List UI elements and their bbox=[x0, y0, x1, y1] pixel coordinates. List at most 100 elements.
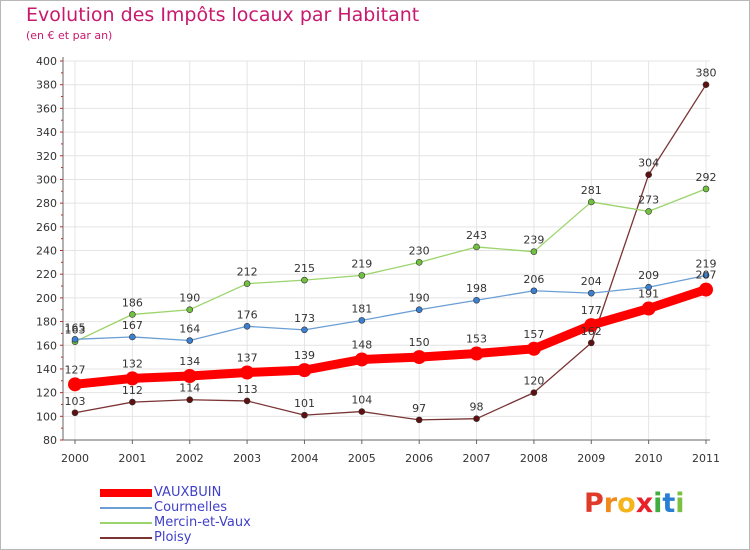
data-point-courmelles bbox=[243, 322, 251, 330]
data-label-vauxbuin: 191 bbox=[638, 288, 659, 301]
x-tick-label: 2005 bbox=[348, 452, 376, 465]
data-label-vauxbuin: 132 bbox=[122, 357, 143, 370]
data-point-mercin-et-vaux bbox=[702, 185, 710, 193]
data-label-mercin-et-vaux: 239 bbox=[523, 234, 544, 247]
data-point-courmelles bbox=[71, 336, 79, 343]
data-point-ploisy bbox=[587, 339, 595, 347]
x-tick-label: 2004 bbox=[290, 452, 318, 465]
data-label-courmelles: 204 bbox=[581, 275, 602, 288]
data-label-mercin-et-vaux: 219 bbox=[351, 257, 372, 270]
y-tick-label: 160 bbox=[36, 339, 57, 352]
x-tick-label: 2001 bbox=[118, 452, 146, 465]
y-tick-label: 200 bbox=[36, 292, 57, 305]
data-point-mercin-et-vaux bbox=[645, 208, 652, 215]
data-label-ploisy: 113 bbox=[237, 383, 258, 396]
data-point-mercin-et-vaux bbox=[415, 259, 423, 266]
data-point-ploisy bbox=[473, 415, 480, 422]
data-label-vauxbuin: 139 bbox=[294, 349, 315, 362]
data-point-ploisy bbox=[301, 411, 308, 419]
data-point-mercin-et-vaux bbox=[186, 306, 194, 314]
data-point-vauxbuin bbox=[412, 350, 427, 365]
data-point-vauxbuin bbox=[240, 365, 255, 380]
data-point-mercin-et-vaux bbox=[473, 243, 480, 251]
data-label-courmelles: 176 bbox=[237, 308, 258, 321]
data-point-ploisy bbox=[129, 398, 136, 406]
data-point-vauxbuin bbox=[584, 318, 599, 333]
data-point-courmelles bbox=[587, 289, 595, 297]
data-point-vauxbuin bbox=[469, 346, 484, 361]
data-label-mercin-et-vaux: 163 bbox=[65, 324, 86, 337]
data-point-courmelles bbox=[129, 333, 136, 341]
data-label-vauxbuin: 134 bbox=[179, 355, 200, 368]
data-label-mercin-et-vaux: 281 bbox=[581, 184, 602, 197]
legend-swatch bbox=[100, 507, 152, 509]
logo-letter: x bbox=[635, 488, 654, 519]
data-label-ploisy: 103 bbox=[65, 395, 86, 408]
proxiti-logo: Proxiti bbox=[584, 488, 685, 519]
logo-letter: i bbox=[653, 488, 663, 519]
data-label-vauxbuin: 157 bbox=[523, 328, 544, 341]
data-point-courmelles bbox=[415, 306, 423, 314]
x-tick-label: 2009 bbox=[577, 452, 605, 465]
data-point-courmelles bbox=[358, 317, 366, 324]
y-tick-label: 360 bbox=[36, 102, 57, 115]
y-tick-label: 340 bbox=[36, 126, 57, 139]
data-label-courmelles: 190 bbox=[409, 292, 430, 305]
data-point-ploisy bbox=[645, 171, 652, 178]
x-tick-label: 2010 bbox=[635, 452, 663, 465]
logo-letter: i bbox=[675, 488, 685, 519]
y-tick-label: 320 bbox=[36, 150, 57, 163]
y-tick-label: 380 bbox=[36, 79, 57, 92]
data-point-vauxbuin bbox=[68, 377, 82, 392]
x-tick-label: 2008 bbox=[520, 452, 548, 465]
data-label-mercin-et-vaux: 190 bbox=[179, 292, 200, 305]
y-tick-label: 100 bbox=[36, 410, 57, 423]
y-tick-label: 180 bbox=[36, 316, 57, 329]
data-point-vauxbuin bbox=[182, 369, 197, 384]
data-point-vauxbuin bbox=[354, 352, 369, 367]
legend-label: Courmelles bbox=[154, 500, 228, 515]
data-point-ploisy bbox=[358, 408, 366, 415]
series-line-ploisy bbox=[74, 84, 707, 421]
x-tick-label: 2007 bbox=[463, 452, 491, 465]
data-point-ploisy bbox=[71, 409, 79, 417]
data-label-ploisy: 98 bbox=[470, 401, 484, 414]
data-label-vauxbuin: 150 bbox=[409, 336, 430, 349]
data-point-mercin-et-vaux bbox=[243, 280, 251, 287]
data-point-ploisy bbox=[530, 389, 538, 396]
legend-label: VAUXBUIN bbox=[154, 485, 222, 500]
data-label-courmelles: 181 bbox=[351, 302, 372, 315]
data-label-ploisy: 97 bbox=[412, 402, 426, 415]
data-label-ploisy: 114 bbox=[179, 382, 200, 395]
data-label-ploisy: 380 bbox=[696, 67, 717, 80]
x-tick-label: 2003 bbox=[233, 452, 261, 465]
legend-label: Mercin-et-Vaux bbox=[154, 515, 251, 530]
x-tick-label: 2000 bbox=[61, 452, 89, 465]
data-label-mercin-et-vaux: 230 bbox=[409, 244, 430, 257]
data-label-courmelles: 165 bbox=[65, 321, 86, 334]
data-label-vauxbuin: 153 bbox=[466, 333, 487, 346]
y-tick-label: 140 bbox=[36, 363, 57, 376]
data-label-mercin-et-vaux: 292 bbox=[696, 171, 717, 184]
data-point-ploisy bbox=[702, 81, 710, 88]
data-label-courmelles: 198 bbox=[466, 282, 487, 295]
logo-letter: r bbox=[603, 488, 618, 519]
logo-letter: P bbox=[584, 488, 604, 519]
y-tick-label: 120 bbox=[36, 387, 57, 400]
x-tick-label: 2011 bbox=[692, 452, 720, 465]
data-label-ploisy: 104 bbox=[351, 394, 372, 407]
data-point-courmelles bbox=[186, 337, 194, 344]
data-point-vauxbuin bbox=[125, 371, 140, 386]
data-label-ploisy: 162 bbox=[581, 325, 602, 338]
series-line-vauxbuin bbox=[70, 285, 711, 389]
data-point-vauxbuin bbox=[526, 341, 541, 356]
legend-label: Ploisy bbox=[154, 530, 192, 545]
data-label-vauxbuin: 127 bbox=[65, 363, 86, 376]
data-point-mercin-et-vaux bbox=[129, 311, 136, 318]
data-point-courmelles bbox=[301, 326, 308, 334]
data-label-ploisy: 120 bbox=[523, 375, 544, 388]
data-point-mercin-et-vaux bbox=[358, 272, 366, 279]
y-tick-label: 260 bbox=[36, 221, 57, 234]
